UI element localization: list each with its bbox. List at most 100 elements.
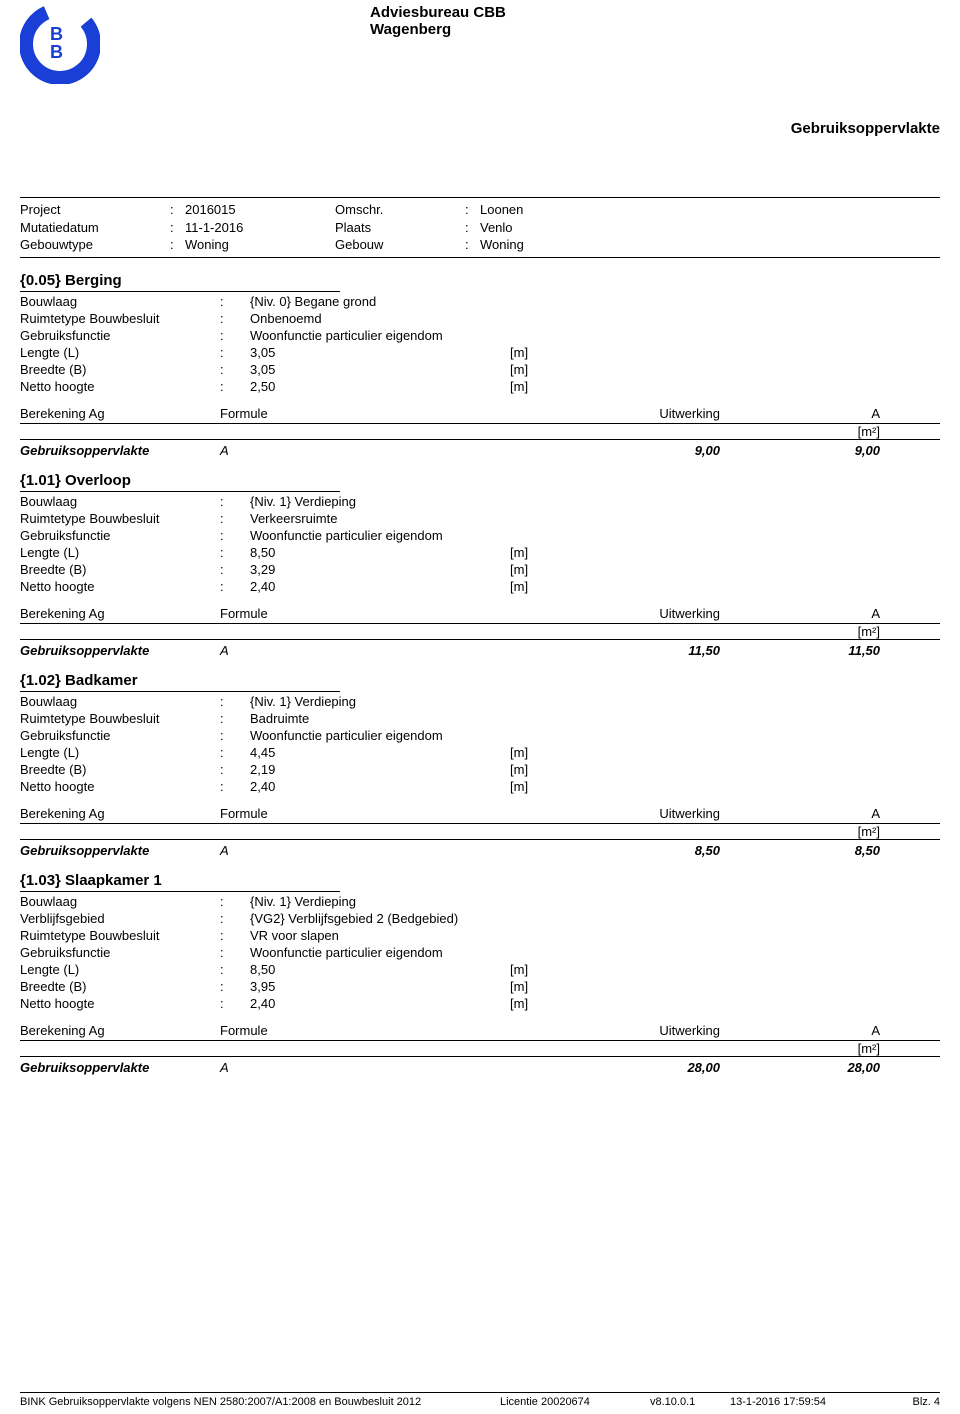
property-value: 8,50 xyxy=(250,545,510,560)
property-unit xyxy=(510,294,570,309)
property-row: Netto hoogte:2,40[m] xyxy=(20,779,940,794)
meta-value: 2016015 xyxy=(185,201,335,219)
result-label: Gebruiksoppervlakte xyxy=(20,1060,220,1075)
meta-label: Project xyxy=(20,201,170,219)
property-label: Lengte (L) xyxy=(20,962,220,977)
svg-text:B: B xyxy=(50,24,63,44)
property-label: Netto hoogte xyxy=(20,779,220,794)
room-section: {0.05} Berging Bouwlaag:{Niv. 0} Begane g… xyxy=(20,272,940,458)
property-value: VR voor slapen xyxy=(250,928,510,943)
calc-header-a: A xyxy=(760,406,880,421)
property-unit xyxy=(510,528,570,543)
property-unit xyxy=(510,945,570,960)
property-label: Bouwlaag xyxy=(20,894,220,909)
section-title: {1.02} Badkamer xyxy=(20,672,340,692)
property-row: Lengte (L):3,05[m] xyxy=(20,345,940,360)
result-row: GebruiksoppervlakteA8,508,50 xyxy=(20,843,940,858)
property-row: Breedte (B):2,19[m] xyxy=(20,762,940,777)
property-label: Ruimtetype Bouwbesluit xyxy=(20,711,220,726)
property-row: Ruimtetype Bouwbesluit:Verkeersruimte xyxy=(20,511,940,526)
section-title: {1.01} Overloop xyxy=(20,472,340,492)
property-row: Bouwlaag:{Niv. 0} Begane grond xyxy=(20,294,940,309)
calc-header-uitwerking: Uitwerking xyxy=(420,806,760,821)
footer-page: Blz. 4 xyxy=(890,1396,940,1408)
section-title: {0.05} Berging xyxy=(20,272,340,292)
calc-header-a: A xyxy=(760,806,880,821)
property-label: Gebruiksfunctie xyxy=(20,328,220,343)
calc-header: Berekening AgFormuleUitwerkingA xyxy=(20,606,940,624)
property-value: {Niv. 1} Verdieping xyxy=(250,894,510,909)
property-row: Breedte (B):3,29[m] xyxy=(20,562,940,577)
property-row: Netto hoogte:2,50[m] xyxy=(20,379,940,394)
calc-header-formula: Formule xyxy=(220,606,420,621)
property-value: 2,50 xyxy=(250,379,510,394)
result-label: Gebruiksoppervlakte xyxy=(20,843,220,858)
property-value: 3,05 xyxy=(250,345,510,360)
footer-left: BINK Gebruiksoppervlakte volgens NEN 258… xyxy=(20,1396,500,1408)
property-row: Gebruiksfunctie:Woonfunctie particulier … xyxy=(20,528,940,543)
property-value: {Niv. 0} Begane grond xyxy=(250,294,510,309)
property-unit xyxy=(510,928,570,943)
calc-header-label: Berekening Ag xyxy=(20,806,220,821)
property-row: Ruimtetype Bouwbesluit:Badruimte xyxy=(20,711,940,726)
section-title: {1.03} Slaapkamer 1 xyxy=(20,872,340,892)
property-row: Gebruiksfunctie:Woonfunctie particulier … xyxy=(20,328,940,343)
property-value: 8,50 xyxy=(250,962,510,977)
property-unit: [m] xyxy=(510,979,570,994)
calc-subheader: [m²] xyxy=(20,1041,940,1057)
property-value: Onbenoemd xyxy=(250,311,510,326)
property-value: {Niv. 1} Verdieping xyxy=(250,694,510,709)
footer-datetime: 13-1-2016 17:59:54 xyxy=(730,1396,890,1408)
property-label: Bouwlaag xyxy=(20,294,220,309)
property-row: Gebruiksfunctie:Woonfunctie particulier … xyxy=(20,945,940,960)
calc-header-formula: Formule xyxy=(220,406,420,421)
calc-subheader: [m²] xyxy=(20,824,940,840)
property-row: Lengte (L):4,45[m] xyxy=(20,745,940,760)
meta-label: Gebouwtype xyxy=(20,236,170,254)
property-label: Lengte (L) xyxy=(20,545,220,560)
calc-subheader: [m²] xyxy=(20,624,940,640)
footer-version: v8.10.0.1 xyxy=(650,1396,730,1408)
result-letter: A xyxy=(220,443,420,458)
property-label: Netto hoogte xyxy=(20,579,220,594)
property-unit xyxy=(510,511,570,526)
property-row: Ruimtetype Bouwbesluit:VR voor slapen xyxy=(20,928,940,943)
property-value: Woonfunctie particulier eigendom xyxy=(250,728,510,743)
result-letter: A xyxy=(220,843,420,858)
property-row: Ruimtetype Bouwbesluit:Onbenoemd xyxy=(20,311,940,326)
property-label: Breedte (B) xyxy=(20,362,220,377)
property-row: Gebruiksfunctie:Woonfunctie particulier … xyxy=(20,728,940,743)
property-unit: [m] xyxy=(510,996,570,1011)
property-row: Lengte (L):8,50[m] xyxy=(20,962,940,977)
property-value: 2,40 xyxy=(250,579,510,594)
project-meta: Project:2016015Omschr.:LoonenMutatiedatu… xyxy=(20,197,940,258)
meta-value: Loonen xyxy=(480,201,940,219)
calc-header: Berekening AgFormuleUitwerkingA xyxy=(20,406,940,424)
property-label: Breedte (B) xyxy=(20,979,220,994)
result-row: GebruiksoppervlakteA28,0028,00 xyxy=(20,1060,940,1075)
result-row: GebruiksoppervlakteA11,5011,50 xyxy=(20,643,940,658)
calc-unit: [m²] xyxy=(760,624,880,639)
property-label: Ruimtetype Bouwbesluit xyxy=(20,928,220,943)
result-value: 11,50 xyxy=(760,643,880,658)
calc-header-uitwerking: Uitwerking xyxy=(420,1023,760,1038)
property-label: Breedte (B) xyxy=(20,562,220,577)
sections-container: {0.05} Berging Bouwlaag:{Niv. 0} Begane g… xyxy=(20,272,940,1075)
property-row: Bouwlaag:{Niv. 1} Verdieping xyxy=(20,494,940,509)
calc-header-formula: Formule xyxy=(220,1023,420,1038)
calc-header: Berekening AgFormuleUitwerkingA xyxy=(20,1023,940,1041)
property-unit xyxy=(510,328,570,343)
property-unit: [m] xyxy=(510,579,570,594)
result-letter: A xyxy=(220,1060,420,1075)
property-unit: [m] xyxy=(510,745,570,760)
calc-header-label: Berekening Ag xyxy=(20,1023,220,1038)
company-block: Adviesbureau CBB Wagenberg xyxy=(370,4,506,38)
property-unit xyxy=(510,711,570,726)
property-unit xyxy=(510,311,570,326)
result-label: Gebruiksoppervlakte xyxy=(20,443,220,458)
property-label: Netto hoogte xyxy=(20,996,220,1011)
property-label: Lengte (L) xyxy=(20,745,220,760)
property-label: Ruimtetype Bouwbesluit xyxy=(20,311,220,326)
meta-row: Project:2016015Omschr.:Loonen xyxy=(20,201,940,219)
result-value: 28,00 xyxy=(760,1060,880,1075)
